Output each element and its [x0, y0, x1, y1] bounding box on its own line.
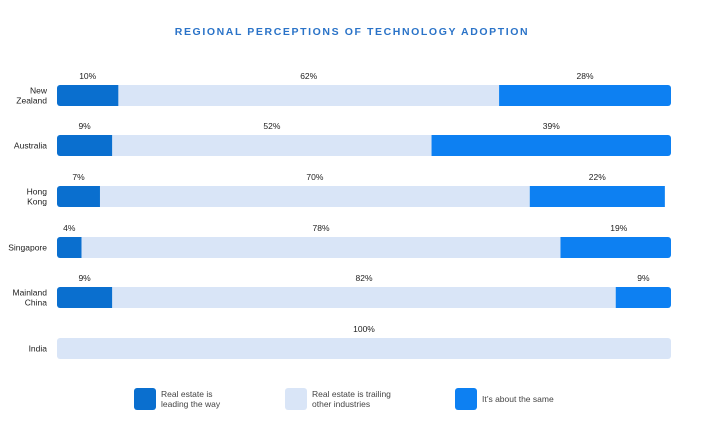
legend-label-trailing: Real estate is trailing other industries	[312, 389, 391, 409]
bar-segment-leading-new-zealand	[57, 85, 119, 106]
bar-segment-trailing-india	[57, 338, 671, 359]
bar-segment-same-australia	[431, 135, 671, 156]
bar-row-australia	[57, 135, 671, 156]
data-label-trailing-india: 100%	[353, 324, 375, 334]
data-label-leading-mainland-china: 9%	[78, 273, 91, 283]
legend-label-same: It’s about the same	[482, 394, 554, 404]
bar-segment-same-singapore	[560, 237, 671, 258]
category-label-new-zealand: New Zealand	[16, 86, 48, 106]
bar-row-new-zealand	[57, 85, 671, 106]
data-label-leading-australia: 9%	[78, 121, 91, 131]
category-label-india: India	[29, 344, 48, 354]
data-label-same-new-zealand: 28%	[576, 71, 593, 81]
bar-row-hong-kong	[57, 186, 665, 207]
data-label-trailing-mainland-china: 82%	[355, 273, 372, 283]
bar-segment-trailing-australia	[112, 135, 432, 156]
category-label-singapore: Singapore	[8, 243, 47, 253]
bar-segment-trailing-singapore	[81, 237, 561, 258]
bar-segment-leading-hong-kong	[57, 186, 100, 207]
legend-swatch-same	[455, 388, 477, 410]
bars-layer: New Zealand 10% 62% 28% Australia 9% 52% 39% Hong…	[8, 71, 671, 359]
data-label-leading-singapore: 4%	[63, 223, 76, 233]
data-label-trailing-australia: 52%	[263, 121, 280, 131]
data-label-same-singapore: 19%	[610, 223, 627, 233]
category-label-australia: Australia	[14, 141, 47, 151]
bar-segment-leading-singapore	[57, 237, 82, 258]
data-label-trailing-new-zealand: 62%	[300, 71, 317, 81]
legend-swatch-trailing	[285, 388, 307, 410]
bar-segment-leading-australia	[57, 135, 113, 156]
bar-segment-trailing-hong-kong	[99, 186, 530, 207]
category-label-mainland-china: Mainland China	[13, 288, 48, 308]
data-label-leading-new-zealand: 10%	[79, 71, 96, 81]
data-label-same-hong-kong: 22%	[589, 172, 606, 182]
data-label-trailing-hong-kong: 70%	[306, 172, 323, 182]
bar-row-singapore	[57, 237, 671, 258]
data-label-same-mainland-china: 9%	[637, 273, 650, 283]
bar-segment-same-new-zealand	[499, 85, 671, 106]
data-label-trailing-singapore: 78%	[312, 223, 329, 233]
bar-row-india	[57, 338, 671, 359]
legend: Real estate is leading the way Real estate…	[134, 388, 554, 410]
bar-segment-leading-mainland-china	[57, 287, 113, 308]
data-label-leading-hong-kong: 7%	[72, 172, 85, 182]
legend-swatch-leading	[134, 388, 156, 410]
chart-title: REGIONAL PERCEPTIONS OF TECHNOLOGY ADOPT…	[175, 26, 529, 38]
bar-segment-trailing-mainland-china	[112, 287, 616, 308]
legend-label-leading: Real estate is leading the way	[161, 389, 221, 409]
data-label-same-australia: 39%	[543, 121, 560, 131]
bar-segment-trailing-new-zealand	[118, 85, 500, 106]
category-label-hong-kong: Hong Kong	[27, 187, 48, 207]
bar-segment-same-hong-kong	[529, 186, 665, 207]
bar-segment-same-mainland-china	[615, 287, 671, 308]
bar-row-mainland-china	[57, 287, 671, 308]
